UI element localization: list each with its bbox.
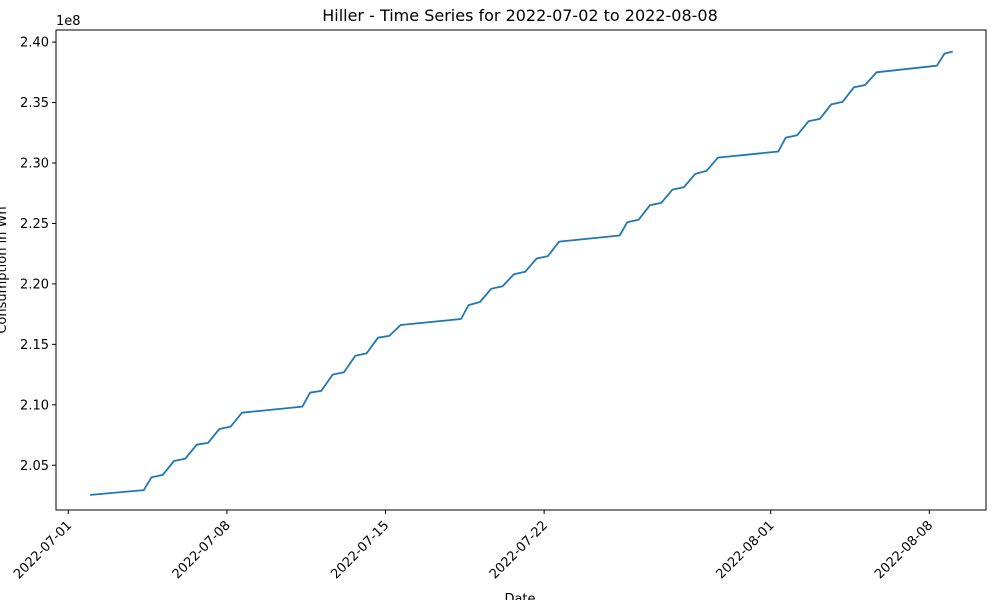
y-tick-label: 2.05: [20, 459, 49, 474]
chart-title: Hiller - Time Series for 2022-07-02 to 2…: [322, 6, 718, 25]
series-layer: [90, 50, 953, 496]
y-tick-label: 2.20: [20, 277, 49, 292]
x-tick-label: 2022-07-22: [487, 518, 551, 582]
y-tick-label: 2.10: [20, 398, 49, 413]
y-axis: 2.05 2.10 2.15 2.20 2.25 2.30 2.35 2.40: [20, 36, 56, 474]
y-tick-label: 2.40: [20, 36, 49, 51]
y-tick-label: 2.35: [20, 96, 49, 111]
y-tick-label: 2.15: [20, 338, 49, 353]
plot-area: [55, 29, 987, 511]
y-tick-label: 2.30: [20, 156, 49, 171]
x-axis: 2022-07-01 2022-07-08 2022-07-15 2022-07-22…: [11, 510, 936, 582]
series-line: [90, 50, 953, 496]
x-tick-label: 2022-08-08: [872, 518, 936, 582]
y-offset-label: 1e8: [56, 14, 81, 29]
x-axis-label: Date: [504, 592, 535, 600]
x-tick-label: 2022-08-01: [714, 518, 778, 582]
y-tick-label: 2.25: [20, 217, 49, 232]
y-axis-label: Consumption in Wh: [0, 206, 10, 333]
x-tick-label: 2022-07-08: [170, 518, 234, 582]
x-tick-label: 2022-07-01: [11, 518, 75, 582]
x-tick-label: 2022-07-15: [328, 518, 392, 582]
